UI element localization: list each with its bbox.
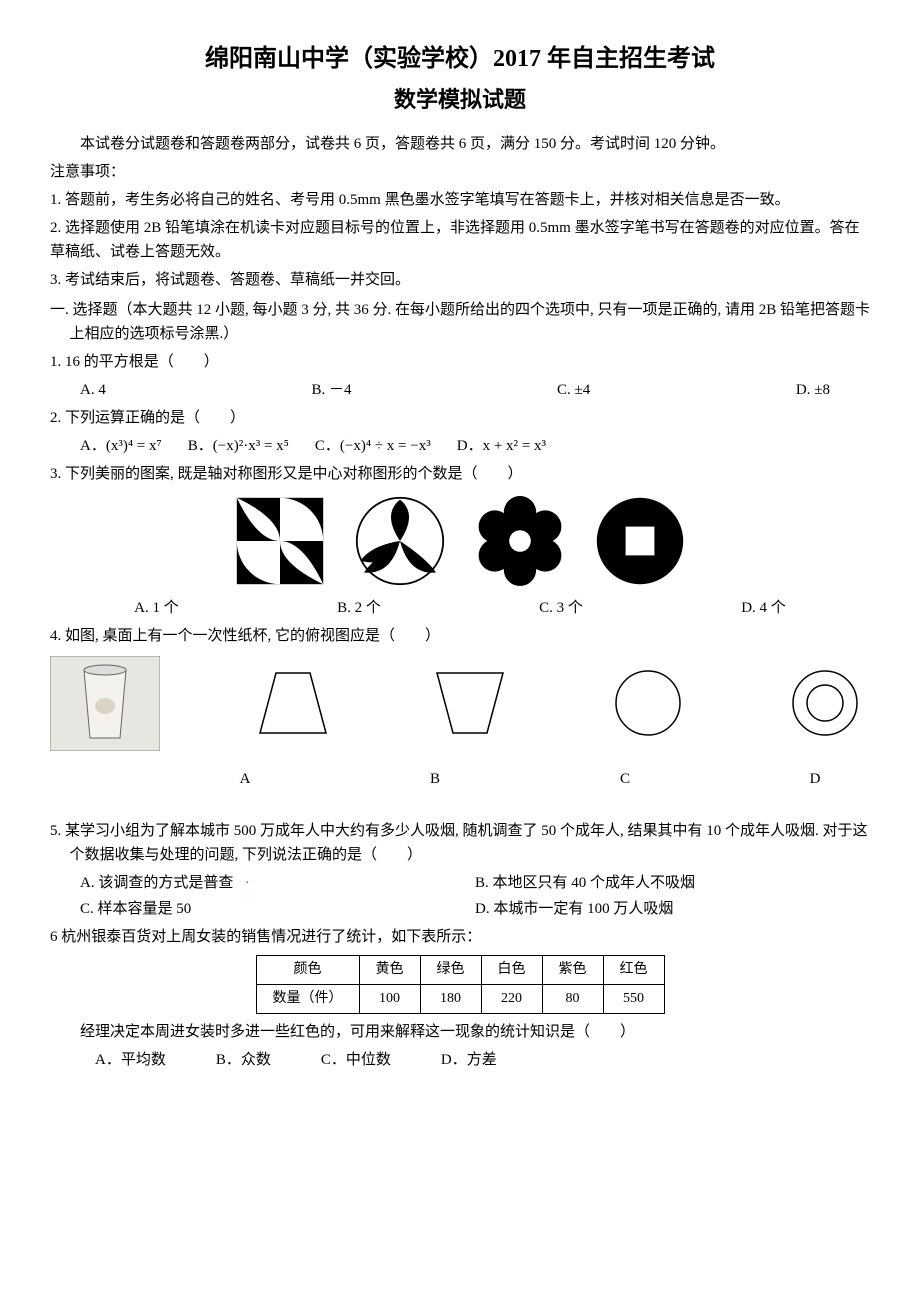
section1-head: 一. 选择题（本大题共 12 小题, 每小题 3 分, 共 36 分. 在每小题… [70,298,871,346]
table-row: 颜色 黄色 绿色 白色 紫色 红色 [256,955,664,984]
q3-icon-3 [475,496,565,586]
q4-opt-a-fig [248,663,338,751]
q3-icon-2 [355,496,445,586]
q4-cup-photo [50,656,160,759]
notice-1: 1. 答题前，考生务必将自己的姓名、考号用 0.5mm 黑色墨水签字笔填写在答题… [50,188,870,212]
q5-opt-c: C. 样本容量是 50 [80,897,475,921]
q1-opt-b: B. －4 [311,378,351,402]
q2-opt-a: A．(x³)⁴ = x⁷ [80,434,162,458]
q6-th-5: 红色 [603,955,664,984]
q4-labels: A B C D [50,767,870,791]
q4-lbl-b: B [390,767,480,791]
title-main: 绵阳南山中学（实验学校）2017 年自主招生考试 [50,40,870,78]
q2-opt-b: B．(−x)²·x³ = x⁵ [188,434,289,458]
q2-opt-c: C．(−x)⁴ ÷ x = −x³ [315,434,431,458]
notice-head: 注意事项： [50,160,870,184]
notice-2: 2. 选择题使用 2B 铅笔填涂在机读卡对应题目标号的位置上，非选择题用 0.5… [50,216,870,264]
q4-opt-c-fig [603,663,693,751]
q6-td-2: 180 [420,984,481,1013]
title-sub: 数学模拟试题 [50,82,870,117]
q5-line1: A. 该调查的方式是普查 · B. 本地区只有 40 个成年人不吸烟 [80,871,870,895]
q6-td-4: 80 [542,984,603,1013]
q4-lbl-c: C [580,767,670,791]
q6-table: 颜色 黄色 绿色 白色 紫色 红色 数量（件） 100 180 220 80 5… [256,955,665,1015]
q6-th-1: 黄色 [359,955,420,984]
q4-opt-b-fig [425,663,515,751]
q1-options: A. 4 B. －4 C. ±4 D. ±8 [80,378,870,402]
q4-lbl-d: D [770,767,860,791]
q6-opt-d: D．方差 [441,1048,497,1072]
q1-opt-c: C. ±4 [557,378,590,402]
intro: 本试卷分试题卷和答题卷两部分，试卷共 6 页，答题卷共 6 页，满分 150 分… [50,132,870,156]
q3-text: 3. 下列美丽的图案, 既是轴对称图形又是中心对称图形的个数是（ ） [50,462,870,486]
q6-text: 6 杭州银泰百货对上周女装的销售情况进行了统计，如下表所示： [50,925,870,949]
q6-opt-b: B．众数 [216,1048,271,1072]
q6-th-4: 紫色 [542,955,603,984]
q6-td-3: 220 [481,984,542,1013]
q5-opt-b: B. 本地区只有 40 个成年人不吸烟 [475,871,870,895]
q4-lbl-a: A [200,767,290,791]
q5-line2: C. 样本容量是 50 D. 本城市一定有 100 万人吸烟 [80,897,870,921]
q5-opt-d: D. 本城市一定有 100 万人吸烟 [475,897,870,921]
q1-text: 1. 16 的平方根是（ ） [50,350,870,374]
q4-figures [50,656,870,759]
blue-dot-icon: · [245,875,250,891]
q2-opt-d: D．x + x² = x³ [457,434,546,458]
q6-th-2: 绿色 [420,955,481,984]
q6-th-3: 白色 [481,955,542,984]
q3-opt-b: B. 2 个 [337,596,381,620]
q3-icon-4 [595,496,685,586]
q3-options: A. 1 个 B. 2 个 C. 3 个 D. 4 个 [70,596,850,620]
q5-text: 5. 某学习小组为了解本城市 500 万成年人中大约有多少人吸烟, 随机调查了 … [70,819,871,867]
q1-opt-a: A. 4 [80,378,106,402]
q4-text: 4. 如图, 桌面上有一个一次性纸杯, 它的俯视图应是（ ） [50,624,870,648]
q6-opt-a: A．平均数 [95,1048,166,1072]
q6-opt-c: C．中位数 [321,1048,391,1072]
q2-text: 2. 下列运算正确的是（ ） [50,406,870,430]
q3-opt-a: A. 1 个 [134,596,179,620]
q6-th-0: 颜色 [256,955,359,984]
notice-3: 3. 考试结束后，将试题卷、答题卷、草稿纸一并交回。 [50,268,870,292]
q6-td-0: 数量（件） [256,984,359,1013]
q6-tail: 经理决定本周进女装时多进一些红色的，可用来解释这一现象的统计知识是（ ） [50,1020,870,1044]
q6-td-1: 100 [359,984,420,1013]
q3-opt-c: C. 3 个 [539,596,583,620]
q3-opt-d: D. 4 个 [741,596,786,620]
q1-opt-d: D. ±8 [796,378,830,402]
q3-icon-1 [235,496,325,586]
q6-td-5: 550 [603,984,664,1013]
q4-opt-d-fig [780,663,870,751]
q5-opt-a: A. 该调查的方式是普查 · [80,871,475,895]
q3-icons [50,496,870,586]
table-row: 数量（件） 100 180 220 80 550 [256,984,664,1013]
q2-options: A．(x³)⁴ = x⁷ B．(−x)²·x³ = x⁵ C．(−x)⁴ ÷ x… [80,434,870,458]
q6-options: A．平均数 B．众数 C．中位数 D．方差 [95,1048,870,1072]
